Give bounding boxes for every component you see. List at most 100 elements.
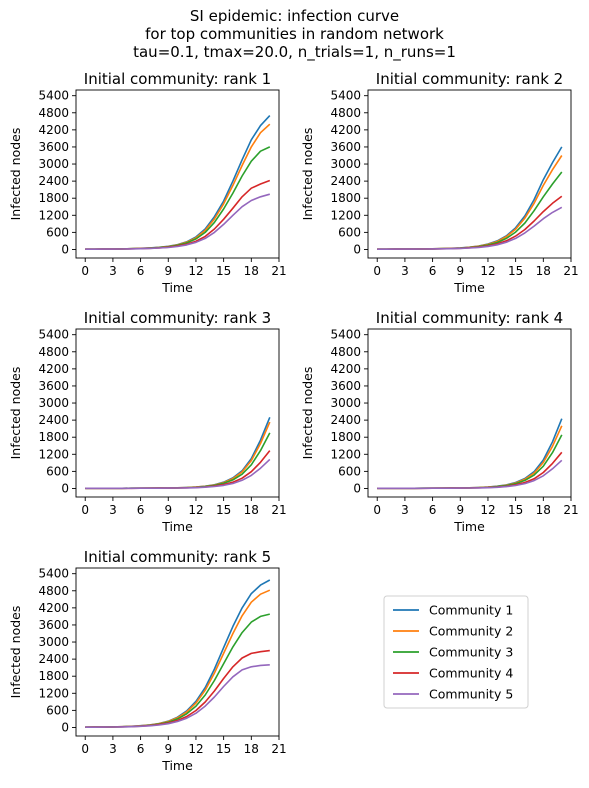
x-tick-label: 9 — [164, 503, 172, 517]
x-tick-label: 0 — [81, 742, 89, 756]
y-tick-label: 3000 — [38, 396, 69, 410]
y-axis-label: Infected nodes — [8, 606, 23, 699]
y-tick-label: 2400 — [38, 413, 69, 427]
y-tick-label: 0 — [353, 481, 361, 495]
y-tick-label: 3000 — [330, 157, 361, 171]
x-tick-label: 18 — [244, 742, 259, 756]
x-tick-label: 18 — [244, 503, 259, 517]
x-tick-label: 12 — [480, 503, 495, 517]
legend: Community 1 Community 2 Community 3 Communi… — [383, 595, 529, 709]
x-tick-label: 3 — [109, 264, 117, 278]
series-line-3 — [377, 171, 563, 250]
x-tick-label: 12 — [188, 503, 203, 517]
y-tick-label: 3600 — [38, 618, 69, 632]
y-tick-label: 2400 — [330, 413, 361, 427]
y-tick-label: 4800 — [38, 345, 69, 359]
y-tick-label: 3600 — [330, 379, 361, 393]
axes-frame — [75, 567, 280, 737]
x-tick-label: 0 — [373, 264, 381, 278]
series-line-4 — [377, 451, 563, 490]
y-tick-label: 1800 — [330, 191, 361, 205]
y-tick-label: 4200 — [330, 362, 361, 376]
x-tick-label: 15 — [216, 264, 231, 278]
y-tick-label: 4200 — [38, 601, 69, 615]
x-tick-label: 0 — [81, 503, 89, 517]
x-axis-label: Time — [161, 280, 193, 295]
subplot-title: Initial community: rank 4 — [376, 309, 563, 327]
y-tick-label: 1200 — [38, 447, 69, 461]
x-tick-label: 21 — [563, 264, 578, 278]
x-tick-label: 15 — [216, 503, 231, 517]
series-line-4 — [85, 179, 271, 250]
series-line-4 — [85, 450, 271, 490]
y-tick-label: 600 — [46, 464, 69, 478]
y-tick-label: 2400 — [330, 174, 361, 188]
y-tick-label: 0 — [61, 481, 69, 495]
y-tick-label: 3000 — [330, 396, 361, 410]
x-tick-label: 12 — [188, 264, 203, 278]
x-tick-label: 21 — [271, 264, 286, 278]
y-tick-label: 1200 — [330, 447, 361, 461]
y-tick-label: 1800 — [38, 669, 69, 683]
legend-box — [383, 595, 529, 709]
subplot-title: Initial community: rank 2 — [376, 70, 563, 88]
legend-entry: Community 2 — [429, 624, 513, 639]
x-tick-label: 15 — [508, 503, 523, 517]
figure-title-line-1: SI epidemic: infection curve — [190, 7, 399, 25]
x-axis-label: Time — [161, 758, 193, 773]
y-axis-label: Infected nodes — [8, 128, 23, 221]
axes-frame — [75, 89, 280, 259]
y-tick-label: 4200 — [38, 362, 69, 376]
series-line-5 — [85, 458, 271, 490]
y-tick-label: 4200 — [330, 123, 361, 137]
x-axis-label: Time — [161, 519, 193, 534]
y-tick-label: 2400 — [38, 652, 69, 666]
y-tick-label: 1200 — [38, 686, 69, 700]
y-tick-label: 600 — [46, 225, 69, 239]
x-tick-label: 15 — [216, 742, 231, 756]
axes-frame — [367, 89, 572, 259]
series-line-1 — [377, 146, 563, 250]
y-tick-label: 3000 — [38, 157, 69, 171]
y-tick-label: 5400 — [38, 89, 69, 103]
x-tick-label: 9 — [164, 264, 172, 278]
x-tick-label: 3 — [401, 503, 409, 517]
subplot-title: Initial community: rank 1 — [84, 70, 271, 88]
y-tick-label: 0 — [61, 720, 69, 734]
y-tick-label: 3600 — [38, 379, 69, 393]
x-tick-label: 3 — [109, 742, 117, 756]
x-tick-label: 6 — [137, 264, 145, 278]
series-line-1 — [85, 579, 271, 728]
y-tick-label: 600 — [338, 225, 361, 239]
subplot-grid: 0 3 6 9 12 15 18 210600120018002400300036004200… — [8, 70, 579, 773]
y-tick-label: 0 — [61, 242, 69, 256]
y-tick-label: 5400 — [38, 567, 69, 581]
axes-frame — [367, 328, 572, 498]
x-tick-label: 0 — [373, 503, 381, 517]
y-axis-label: Infected nodes — [300, 128, 315, 221]
y-tick-label: 3000 — [38, 635, 69, 649]
series-line-2 — [377, 155, 563, 250]
legend-entry: Community 1 — [429, 603, 513, 618]
series-line-5 — [377, 206, 563, 250]
series-line-4 — [85, 649, 270, 728]
y-tick-label: 1800 — [38, 430, 69, 444]
y-axis-label: Infected nodes — [8, 367, 23, 460]
x-tick-label: 9 — [164, 742, 172, 756]
series-line-2 — [85, 123, 271, 250]
y-tick-label: 4800 — [38, 584, 69, 598]
x-tick-label: 3 — [109, 503, 117, 517]
legend-entry: Community 5 — [429, 687, 513, 702]
x-tick-label: 18 — [536, 503, 551, 517]
y-tick-label: 5400 — [330, 89, 361, 103]
y-tick-label: 3600 — [330, 140, 361, 154]
y-tick-label: 3600 — [38, 140, 69, 154]
x-tick-label: 9 — [456, 264, 464, 278]
y-tick-label: 1800 — [38, 191, 69, 205]
subplot-4: 0 3 6 9 12 15 18 21 0 600 1200 1800 2400 3000 3600 4200… — [300, 309, 579, 534]
y-tick-label: 600 — [338, 464, 361, 478]
subplot-title: Initial community: rank 3 — [84, 309, 271, 327]
subplot-2: 0 3 6 9 12 15 18 21 0 600 1200 1800 2400 3000 3600 4200… — [300, 70, 579, 295]
y-tick-label: 2400 — [38, 174, 69, 188]
